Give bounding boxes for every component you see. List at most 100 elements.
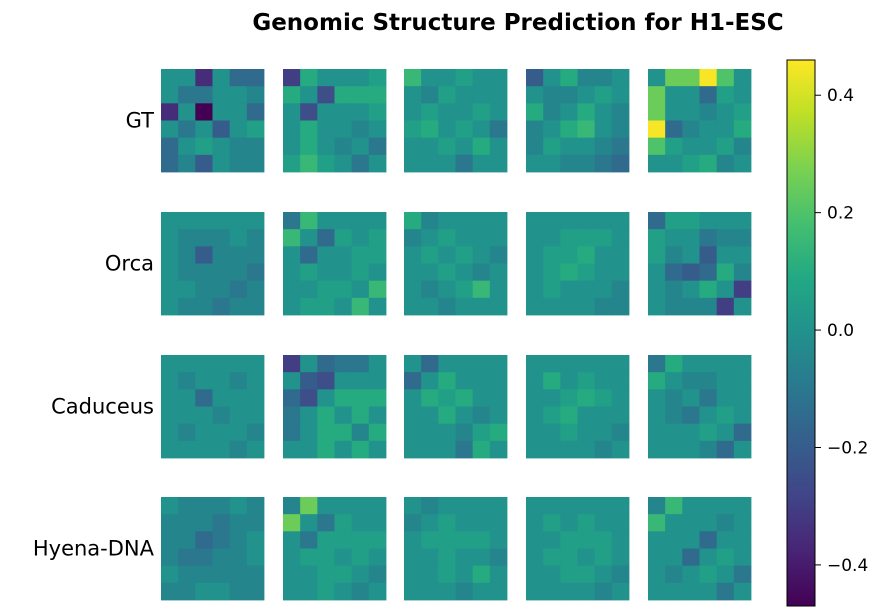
heatmap-cell [733,86,752,104]
heatmap-cell [421,154,439,173]
heatmap-cell [438,355,456,373]
heatmap-cell [368,212,387,230]
heatmap-cell [455,280,474,299]
heatmap-cell [682,423,700,442]
heatmap-cell [334,137,353,156]
heatmap-cell [611,246,630,264]
heatmap-cell [611,565,630,584]
heatmap-cell [317,406,335,425]
heatmap-cell [699,372,718,390]
heatmap-cell [733,120,752,139]
heatmap-cell [455,355,474,373]
heatmap-cell [404,263,422,282]
heatmap-cell [716,69,735,87]
heatmap-cell [526,212,544,230]
heatmap-cell [404,280,422,299]
heatmap-cell [212,514,231,532]
heatmap-cell [438,229,456,247]
heatmap-cell [351,355,370,373]
heatmap-cell [577,280,596,299]
heatmap-cell [611,440,630,459]
heatmap-cell [283,389,301,407]
heatmap-cell [246,69,265,87]
heatmap-cell [543,548,561,567]
heatmap-cell [283,103,301,121]
heatmap-cell [317,154,335,173]
heatmap-cell [489,69,508,87]
heatmap-cell [161,297,179,316]
heatmap-cell [682,212,700,230]
heatmap-cell [560,355,578,373]
heatmap-cell [716,423,735,442]
heatmap-cell [716,229,735,247]
heatmap-cell [648,582,666,601]
heatmap-cell [489,86,508,104]
heatmap-cell [489,497,508,515]
heatmap-cell [682,280,700,299]
heatmap-cell [178,372,196,390]
heatmap-cell [283,229,301,247]
heatmap-cell [368,103,387,121]
heatmap-cell [351,246,370,264]
heatmap-cell [300,423,318,442]
heatmap-cell [526,86,544,104]
heatmap-cell [178,86,196,104]
row-labels: GT Orca Caduceus Hyena-DNA [33,109,155,561]
heatmap-cell [334,565,353,584]
heatmap-cell [699,212,718,230]
heatmap-cell [283,548,301,567]
heatmap-cell [611,406,630,425]
heatmap-cell [161,103,179,121]
heatmap-cell [716,406,735,425]
heatmap-cell [178,355,196,373]
heatmap-cell [594,548,613,567]
heatmap-cell [543,531,561,549]
heatmap-cell [733,212,752,230]
heatmap-cell [682,497,700,515]
heatmap-cell [594,372,613,390]
heatmap-cell [682,154,700,173]
heatmap-cell [648,137,666,156]
heatmap-cell [699,229,718,247]
heatmap-cell [611,514,630,532]
heatmap-cell [699,137,718,156]
heatmap-cell [195,497,213,515]
heatmap-cell [283,514,301,532]
heatmap-cell [733,355,752,373]
heatmap-cell [699,297,718,316]
heatmap-cell [300,280,318,299]
heatmap-cell [404,582,422,601]
heatmap-cell [526,246,544,264]
heatmap-cell [195,86,213,104]
heatmap-cell [300,297,318,316]
heatmap-cell [178,103,196,121]
heatmap-cell [594,297,613,316]
heatmap-cell [212,548,231,567]
heatmap-cell [560,372,578,390]
heatmap-cell [421,137,439,156]
heatmap-cell [317,497,335,515]
heatmap-cell [472,86,491,104]
heatmap-cell [317,263,335,282]
heatmap-cell [560,263,578,282]
heatmap-cell [300,406,318,425]
heatmap-cell [594,86,613,104]
heatmap-cell [472,440,491,459]
heatmap-cell [489,440,508,459]
heatmap-cell [246,120,265,139]
heatmap-cell [577,423,596,442]
heatmap-cell [404,69,422,87]
heatmap-cell [489,423,508,442]
heatmap-cell [594,355,613,373]
heatmap-cell [334,372,353,390]
heatmap-cell [577,246,596,264]
heatmap-cell [733,514,752,532]
heatmap-cell [351,582,370,601]
heatmap-cell [455,69,474,87]
heatmap-cell [178,154,196,173]
heatmap-cell [682,229,700,247]
heatmap-cell [300,263,318,282]
heatmap-cell [665,263,683,282]
row-label: GT [126,109,155,133]
heatmap-cell [229,355,248,373]
